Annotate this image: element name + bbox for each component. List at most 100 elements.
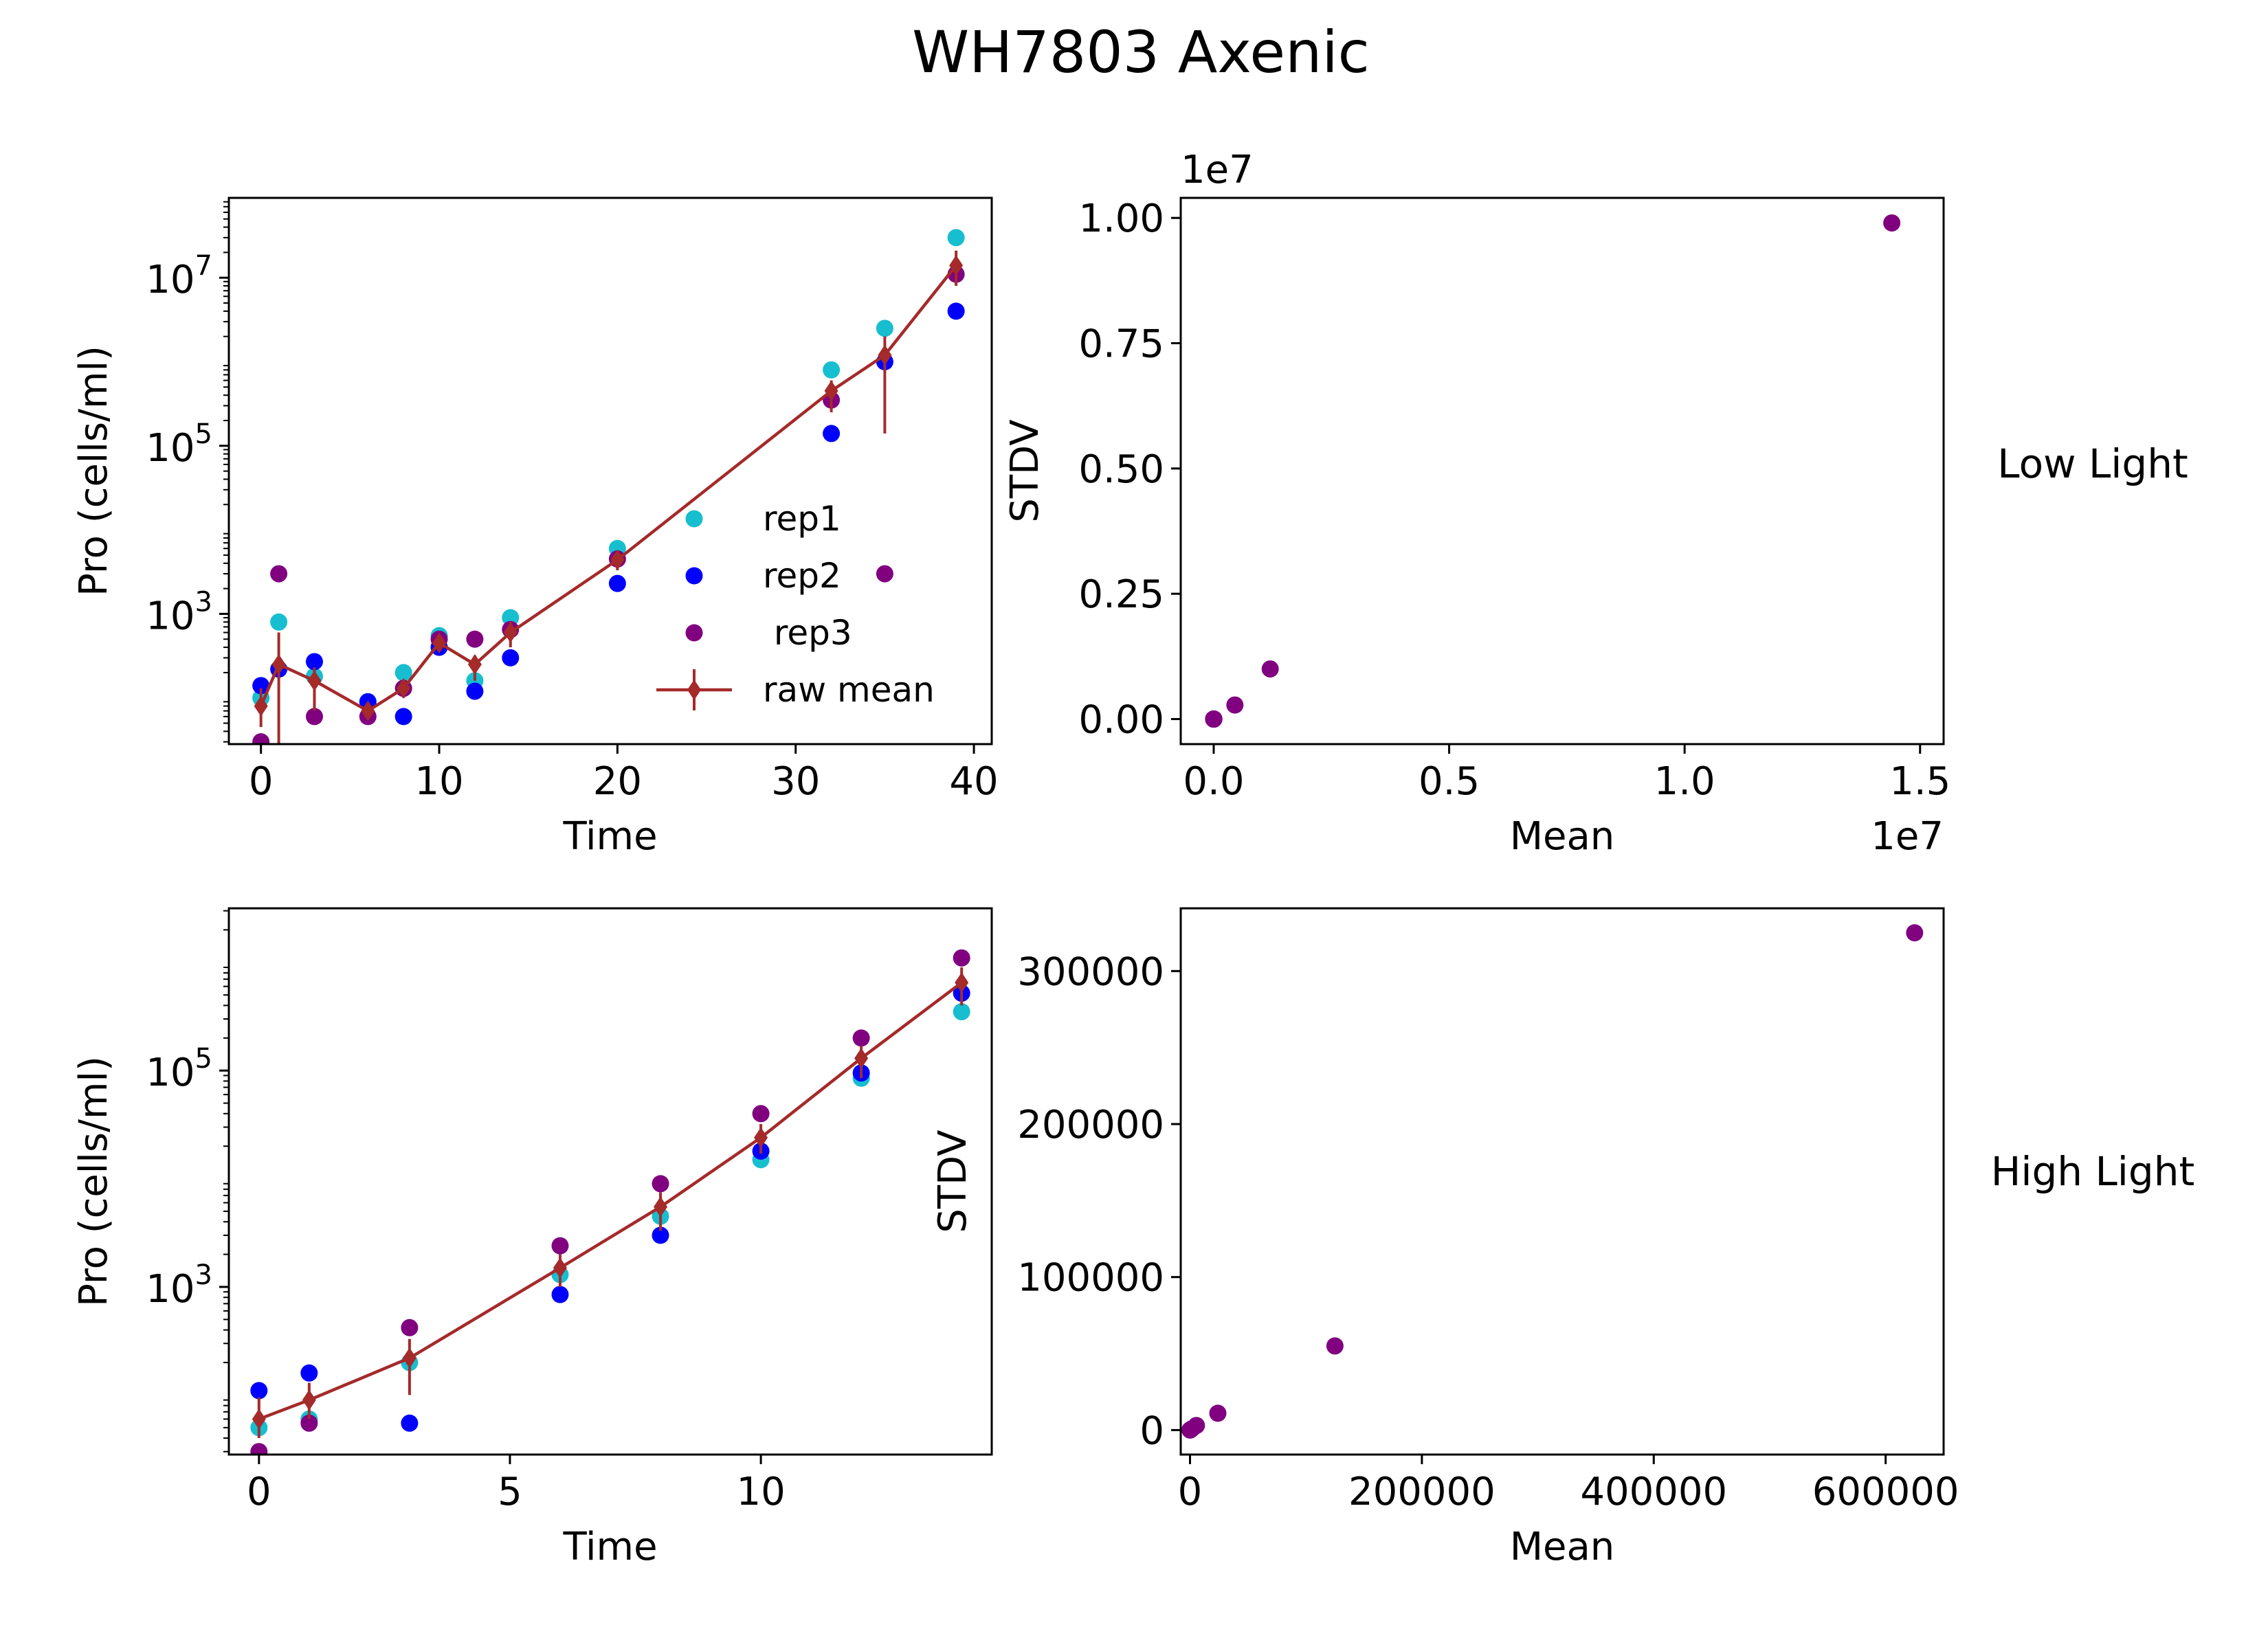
low-stdv-axes-frame	[1179, 197, 1945, 745]
high-growth-mean-marker	[654, 1196, 668, 1218]
high-growth-rep3-point	[551, 1237, 569, 1255]
low-growth-rep2-point	[823, 425, 841, 442]
low-growth-mean-marker	[271, 654, 286, 675]
low-stdv-x-axis-label: Mean	[1510, 814, 1615, 859]
high-growth-y-tick-label: 103	[146, 1259, 212, 1312]
low-stdv-chart: 0.0 0.5 1.0 1.5 0.00 0.25 0.50 0.75 1.00 Mean STDV…	[1003, 148, 1950, 859]
low-growth-x-tick-label: 0	[249, 759, 274, 804]
high-stdv-y-tick-label: 100000	[1017, 1256, 1164, 1301]
low-growth-x-tick-label: 20	[593, 759, 642, 804]
low-stdv-x-tick-label: 1.5	[1889, 759, 1950, 804]
low-growth-legend-marker	[685, 624, 703, 642]
low-growth-rep1-point	[270, 613, 288, 631]
low-growth-y-tick-label: 107	[146, 250, 212, 302]
low-growth-chart: 0 10 20 30 40 103 105 107 Time Pro (cells/ml) rep1…	[71, 197, 999, 859]
figure-title: WH7803 Axenic	[912, 19, 1370, 86]
low-growth-mean-marker	[878, 344, 892, 366]
low-growth-mean-marker	[610, 549, 625, 570]
low-growth-rep1-point	[394, 664, 412, 682]
high-growth-mean-marker	[854, 1048, 869, 1069]
low-growth-legend-marker	[685, 510, 703, 528]
low-growth-mean-marker	[467, 654, 482, 675]
high-stdv-y-tick-label: 200000	[1017, 1103, 1164, 1147]
low-growth-rep1-point	[823, 361, 841, 379]
low-growth-x-tick-label: 10	[414, 759, 463, 804]
low-growth-rep2-point	[608, 574, 626, 592]
high-growth-rep3-point	[401, 1319, 419, 1336]
row-label-low-light: Low Light	[1997, 440, 2188, 487]
low-stdv-y-tick-label: 0.75	[1078, 322, 1164, 367]
low-growth-legend-mean-marker	[687, 680, 701, 700]
low-stdv-y-tick-label: 1.00	[1078, 197, 1164, 241]
high-stdv-y-tick-label: 300000	[1017, 950, 1164, 994]
low-stdv-x-tick-label: 0.0	[1183, 759, 1244, 804]
high-growth-mean-marker	[955, 972, 969, 994]
low-growth-rep3-point	[252, 733, 270, 744]
low-stdv-y-tick-label: 0.25	[1078, 572, 1164, 617]
low-stdv-plot-area	[1205, 214, 1901, 728]
high-growth-rep2-point	[300, 1364, 318, 1382]
high-growth-mean-marker	[252, 1409, 266, 1430]
low-growth-legend: rep1 rep2 rep3 raw mean	[656, 499, 935, 710]
high-growth-chart: 0 5 10 103 105 Time Pro (cells/ml)	[71, 907, 993, 1569]
high-stdv-point	[1326, 1337, 1344, 1355]
low-growth-rep3-point	[466, 630, 484, 648]
low-growth-x-tick-label: 40	[949, 759, 998, 804]
high-stdv-point	[1188, 1417, 1205, 1435]
high-growth-rep2-point	[551, 1286, 569, 1303]
low-growth-plot-area	[252, 229, 965, 744]
low-stdv-y-axis-label: STDV	[1003, 419, 1047, 522]
high-stdv-point	[1209, 1404, 1227, 1422]
low-growth-y-tick-label: 103	[146, 586, 212, 638]
high-growth-y-tick-label: 105	[146, 1043, 212, 1095]
low-stdv-x-offset-text: 1e7	[1871, 814, 1944, 859]
high-stdv-y-tick-label: 0	[1139, 1409, 1164, 1453]
high-growth-x-tick-label: 10	[736, 1470, 785, 1514]
low-growth-rep2-point	[305, 653, 323, 671]
high-stdv-chart: 0 200000 400000 600000 0 100000 200000 300000 Me…	[931, 907, 1959, 1569]
low-growth-axes-frame	[227, 197, 993, 745]
high-growth-rep2-point	[250, 1382, 268, 1400]
low-growth-y-axis-label: Pro (cells/ml)	[71, 346, 116, 596]
low-growth-legend-marker	[685, 567, 703, 585]
high-stdv-x-tick-label: 400000	[1580, 1470, 1727, 1514]
high-growth-mean-line	[258, 981, 963, 1421]
low-growth-rep1-point	[876, 319, 893, 337]
low-stdv-y-offset-text: 1e7	[1181, 148, 1254, 192]
high-growth-x-axis-label: Time	[562, 1525, 657, 1569]
high-growth-mean-marker	[402, 1347, 416, 1369]
low-growth-rep2-point	[252, 677, 270, 695]
high-growth-rep2-point	[652, 1226, 669, 1244]
high-stdv-x-tick-label: 600000	[1812, 1470, 1959, 1514]
low-stdv-point	[1226, 696, 1244, 714]
low-growth-mean-marker	[949, 255, 964, 276]
high-growth-x-tick-label: 5	[498, 1470, 522, 1514]
high-stdv-y-axis-label: STDV	[931, 1130, 975, 1233]
high-growth-rep3-point	[652, 1175, 669, 1193]
high-stdv-x-axis-label: Mean	[1510, 1525, 1615, 1569]
high-stdv-point	[1906, 924, 1924, 942]
low-growth-mean-marker	[254, 695, 268, 717]
low-growth-mean-marker	[397, 677, 411, 699]
high-stdv-x-tick-label: 0	[1178, 1470, 1203, 1514]
low-growth-rep1-point	[502, 609, 520, 627]
low-growth-x-axis-label: Time	[562, 814, 657, 859]
low-stdv-point	[1883, 214, 1901, 232]
high-growth-mean-marker	[754, 1127, 768, 1148]
low-stdv-y-tick-label: 0.50	[1078, 447, 1164, 492]
high-stdv-plot-area	[1181, 924, 1924, 1439]
low-growth-legend-label: raw mean	[763, 670, 935, 710]
high-growth-rep3-point	[250, 1443, 268, 1455]
low-stdv-x-tick-label: 1.0	[1654, 759, 1715, 804]
low-growth-legend-label: rep3	[763, 613, 852, 653]
low-growth-legend-label: rep1	[763, 499, 841, 539]
high-growth-x-tick-label: 0	[247, 1470, 271, 1514]
high-growth-axes-frame	[227, 907, 993, 1456]
low-stdv-point	[1205, 710, 1223, 728]
low-stdv-y-tick-label: 0.00	[1078, 698, 1164, 743]
row-label-high-light: High Light	[1991, 1148, 2195, 1195]
low-growth-mean-marker	[307, 670, 322, 691]
high-growth-plot-area	[250, 949, 970, 1455]
low-growth-mean-marker	[824, 380, 838, 401]
